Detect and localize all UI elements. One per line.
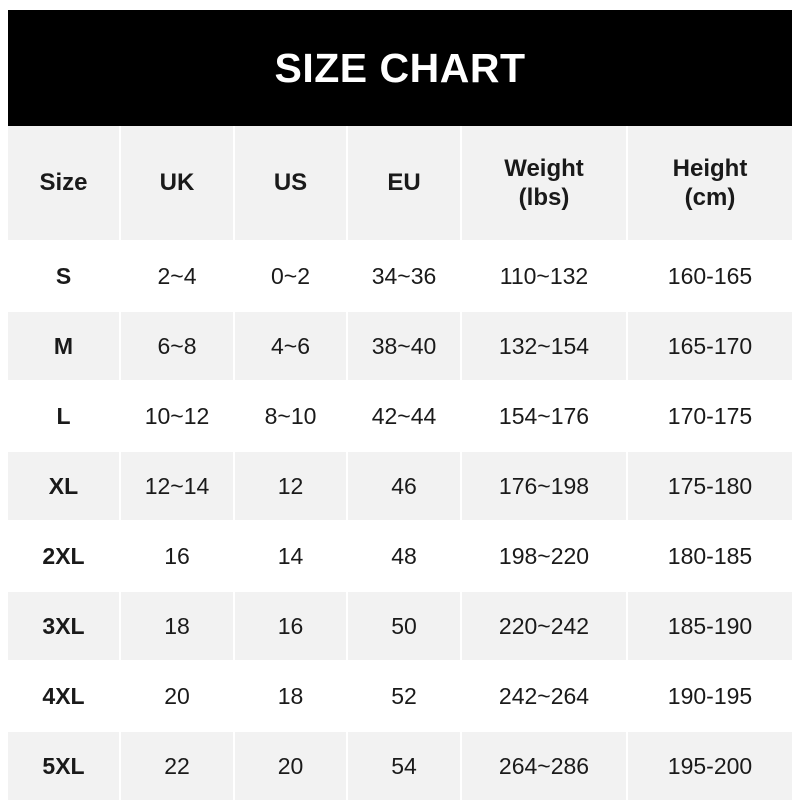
cell-weight: 242~264 <box>462 662 628 732</box>
cell-weight: 264~286 <box>462 732 628 802</box>
cell-uk: 18 <box>121 592 235 662</box>
cell-eu: 34~36 <box>348 242 462 312</box>
cell-us: 16 <box>235 592 348 662</box>
cell-us: 12 <box>235 452 348 522</box>
table-row: M 6~8 4~6 38~40 132~154 165-170 <box>8 312 792 382</box>
cell-weight: 110~132 <box>462 242 628 312</box>
cell-eu: 46 <box>348 452 462 522</box>
column-header-us: US <box>235 126 348 242</box>
cell-size: M <box>8 312 121 382</box>
column-header-uk-line1: UK <box>159 169 195 197</box>
cell-weight: 198~220 <box>462 522 628 592</box>
cell-height: 185-190 <box>628 592 792 662</box>
cell-us: 14 <box>235 522 348 592</box>
cell-uk: 10~12 <box>121 382 235 452</box>
table-row: 2XL 16 14 48 198~220 180-185 <box>8 522 792 592</box>
column-header-weight: Weight (lbs) <box>462 126 628 242</box>
cell-us: 4~6 <box>235 312 348 382</box>
cell-size: XL <box>8 452 121 522</box>
column-header-height-line1: Height <box>672 154 748 182</box>
column-header-eu-line1: EU <box>387 169 421 197</box>
table-header: Size UK US EU Weight (lbs) Height (cm) <box>8 126 792 242</box>
table-body: S 2~4 0~2 34~36 110~132 160-165 M 6~8 4~6 38~40 13… <box>8 242 792 802</box>
cell-eu: 42~44 <box>348 382 462 452</box>
column-header-size-line1: Size <box>39 169 88 197</box>
cell-size: S <box>8 242 121 312</box>
cell-eu: 54 <box>348 732 462 802</box>
column-header-height: Height (cm) <box>628 126 792 242</box>
table-row: 5XL 22 20 54 264~286 195-200 <box>8 732 792 802</box>
cell-size: 4XL <box>8 662 121 732</box>
chart-title-banner: SIZE CHART <box>8 10 792 126</box>
table-row: L 10~12 8~10 42~44 154~176 170-175 <box>8 382 792 452</box>
page-title: SIZE CHART <box>274 44 526 91</box>
cell-uk: 6~8 <box>121 312 235 382</box>
cell-eu: 48 <box>348 522 462 592</box>
cell-uk: 16 <box>121 522 235 592</box>
cell-uk: 2~4 <box>121 242 235 312</box>
cell-eu: 50 <box>348 592 462 662</box>
cell-weight: 176~198 <box>462 452 628 522</box>
table-row: XL 12~14 12 46 176~198 175-180 <box>8 452 792 522</box>
cell-us: 8~10 <box>235 382 348 452</box>
column-header-size: Size <box>8 126 121 242</box>
cell-weight: 132~154 <box>462 312 628 382</box>
cell-uk: 12~14 <box>121 452 235 522</box>
table-header-row: Size UK US EU Weight (lbs) Height (cm) <box>8 126 792 242</box>
cell-uk: 22 <box>121 732 235 802</box>
column-header-uk: UK <box>121 126 235 242</box>
size-chart-table: Size UK US EU Weight (lbs) Height (cm) <box>8 126 792 802</box>
cell-us: 18 <box>235 662 348 732</box>
cell-size: 5XL <box>8 732 121 802</box>
cell-eu: 52 <box>348 662 462 732</box>
table-row: 4XL 20 18 52 242~264 190-195 <box>8 662 792 732</box>
cell-height: 180-185 <box>628 522 792 592</box>
cell-size: 3XL <box>8 592 121 662</box>
cell-size: L <box>8 382 121 452</box>
table-row: S 2~4 0~2 34~36 110~132 160-165 <box>8 242 792 312</box>
cell-weight: 220~242 <box>462 592 628 662</box>
cell-us: 0~2 <box>235 242 348 312</box>
cell-uk: 20 <box>121 662 235 732</box>
column-header-eu: EU <box>348 126 462 242</box>
column-header-weight-line2: (lbs) <box>518 184 570 211</box>
column-header-us-line1: US <box>273 169 308 197</box>
cell-eu: 38~40 <box>348 312 462 382</box>
cell-height: 160-165 <box>628 242 792 312</box>
cell-us: 20 <box>235 732 348 802</box>
cell-height: 175-180 <box>628 452 792 522</box>
cell-weight: 154~176 <box>462 382 628 452</box>
column-header-weight-line1: Weight <box>504 154 584 182</box>
cell-size: 2XL <box>8 522 121 592</box>
cell-height: 190-195 <box>628 662 792 732</box>
cell-height: 165-170 <box>628 312 792 382</box>
cell-height: 170-175 <box>628 382 792 452</box>
column-header-height-line2: (cm) <box>684 184 736 211</box>
table-row: 3XL 18 16 50 220~242 185-190 <box>8 592 792 662</box>
cell-height: 195-200 <box>628 732 792 802</box>
